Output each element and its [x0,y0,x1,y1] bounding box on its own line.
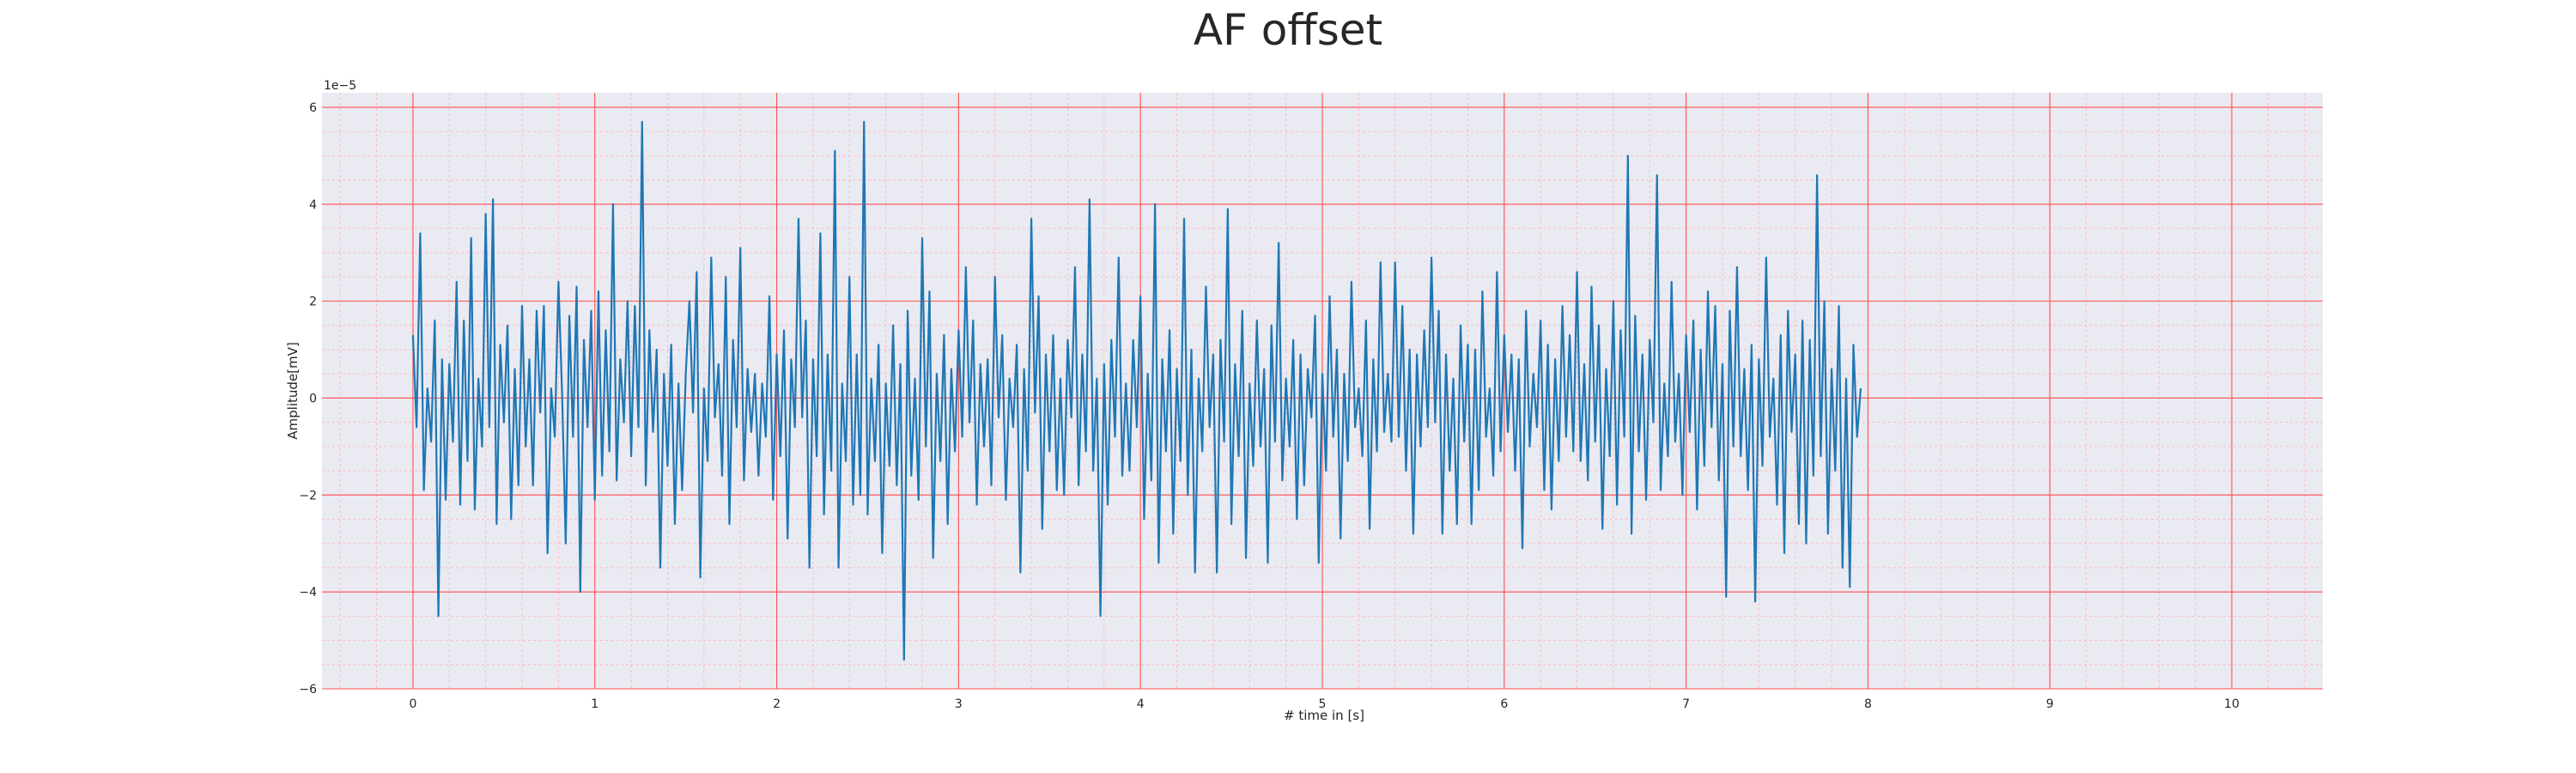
grid-layer [322,93,2323,690]
y-tick-label: 4 [309,198,317,212]
x-tick-label: 2 [773,697,781,711]
y-tick-label: −2 [299,489,317,502]
y-offset-text: 1e−5 [324,79,356,93]
x-tick-label: 1 [591,697,598,711]
x-axis: 0 1 2 3 4 5 6 7 8 9 10 [409,697,2239,711]
x-tick-label: 7 [1682,697,1690,711]
y-axis-label: Amplitude[mV] [285,342,301,439]
x-tick-label: 8 [1864,697,1872,711]
x-tick-label: 0 [409,697,416,711]
y-axis: −6 −4 −2 0 2 4 6 [299,101,317,697]
x-tick-label: 9 [2046,697,2054,711]
x-axis-label: # time in [s] [1284,708,1364,723]
x-tick-label: 10 [2224,697,2239,711]
series-line [411,120,1862,661]
x-tick-label: 5 [1319,697,1327,711]
series-layer [411,120,1862,661]
y-tick-label: 6 [309,101,317,115]
chart-title: AF offset [1194,5,1382,55]
y-tick-label: 2 [309,295,317,309]
y-tick-label: −4 [299,586,317,600]
x-tick-label: 6 [1500,697,1508,711]
x-tick-label: 3 [955,697,963,711]
y-tick-label: 0 [309,392,317,405]
x-tick-label: 4 [1137,697,1145,711]
y-tick-label: −6 [299,683,317,697]
